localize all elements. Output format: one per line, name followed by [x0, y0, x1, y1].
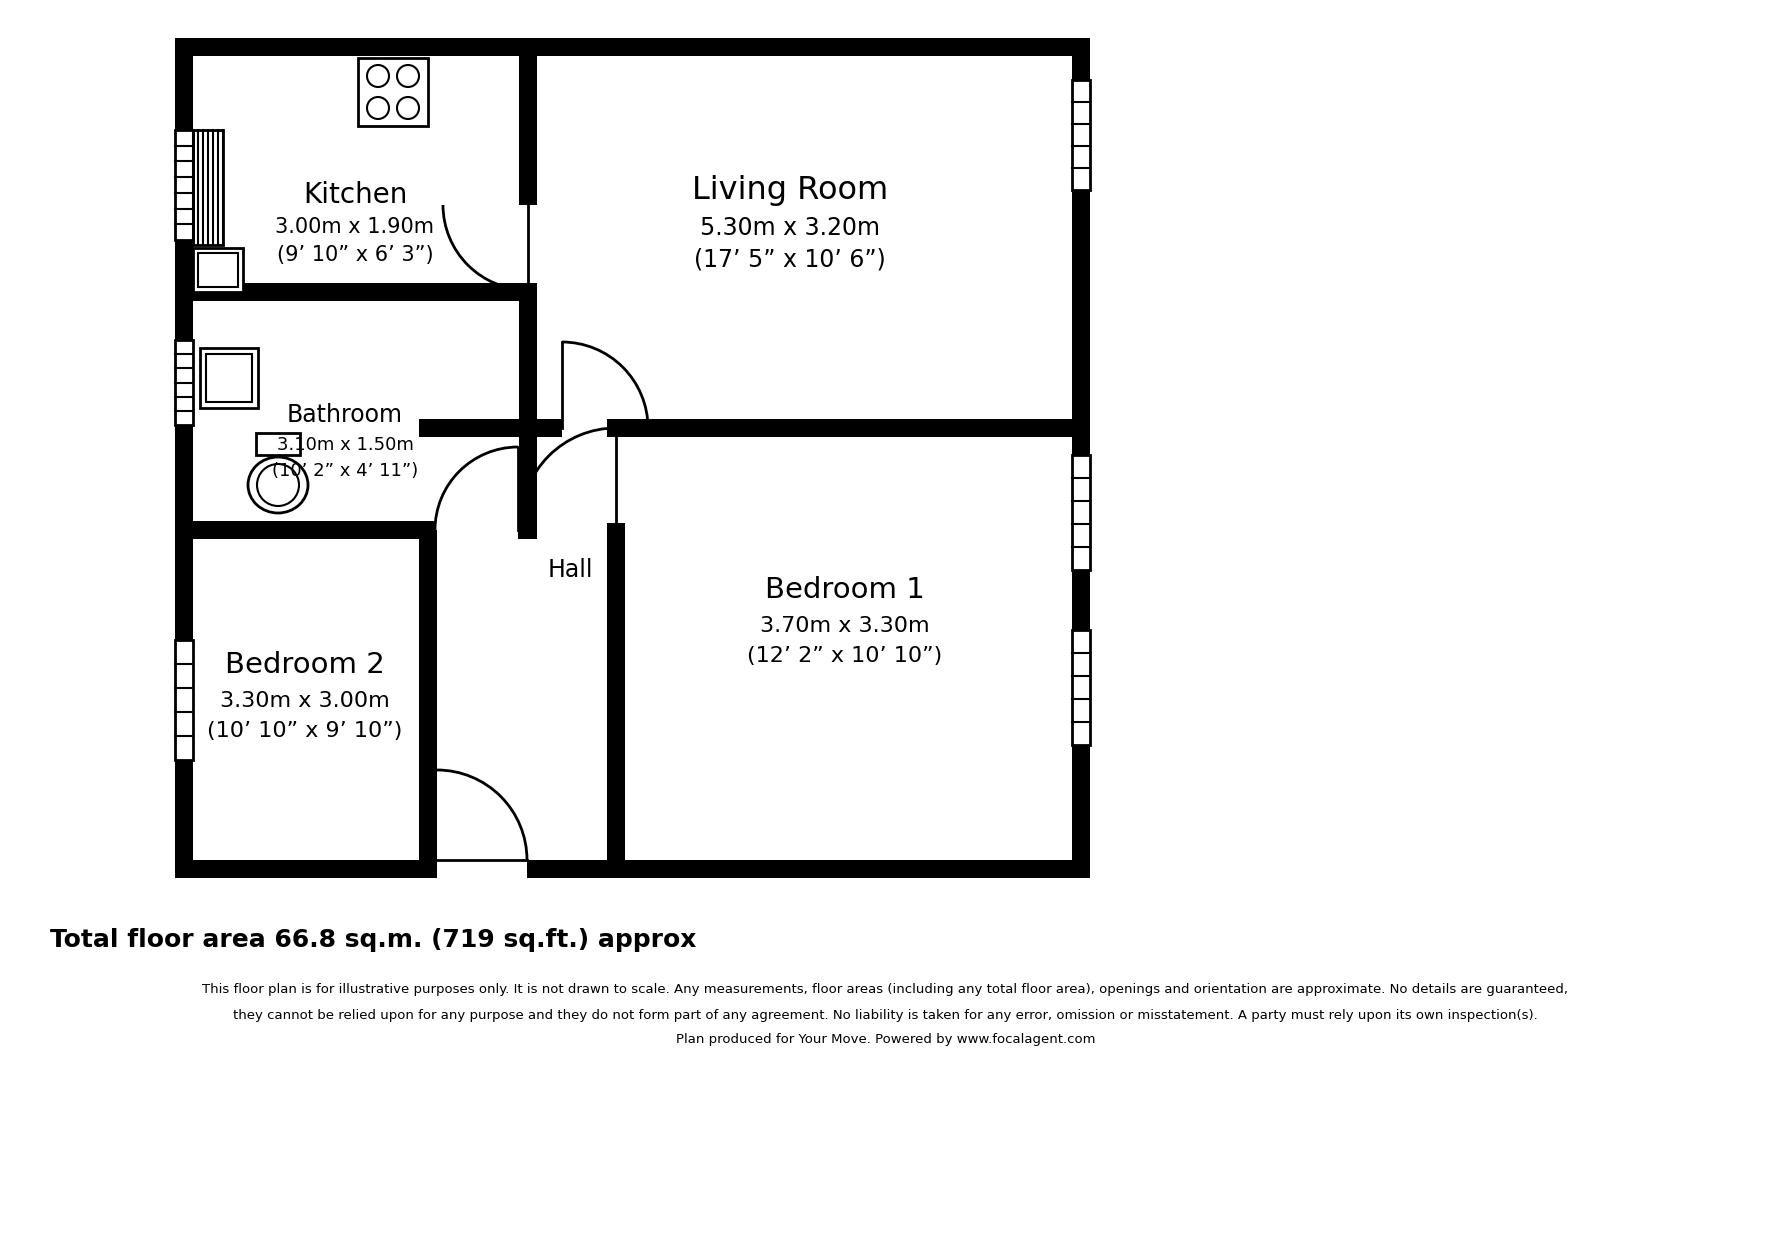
Bar — [517, 521, 537, 539]
Bar — [420, 795, 437, 878]
Circle shape — [367, 64, 390, 87]
Text: they cannot be relied upon for any purpose and they do not form part of any agre: they cannot be relied upon for any purpo… — [234, 1008, 1537, 1022]
Bar — [193, 283, 537, 301]
Bar — [420, 529, 437, 795]
Bar — [193, 521, 436, 539]
Bar — [257, 433, 299, 455]
Ellipse shape — [248, 458, 308, 513]
Text: (17’ 5” x 10’ 6”): (17’ 5” x 10’ 6”) — [694, 248, 886, 272]
Text: 5.30m x 3.20m: 5.30m x 3.20m — [700, 216, 880, 241]
Ellipse shape — [257, 464, 299, 506]
Bar — [200, 348, 259, 408]
Bar — [205, 353, 251, 402]
Bar — [175, 130, 193, 241]
Text: Bedroom 2: Bedroom 2 — [225, 651, 384, 680]
Bar — [437, 861, 528, 878]
Bar — [519, 290, 537, 428]
Bar — [175, 640, 193, 760]
Bar — [175, 130, 193, 241]
Bar — [607, 523, 625, 878]
Text: 3.00m x 1.90m: 3.00m x 1.90m — [276, 217, 434, 237]
Bar — [193, 248, 243, 291]
Bar — [1071, 630, 1089, 745]
Text: Bedroom 1: Bedroom 1 — [765, 577, 924, 604]
Bar — [193, 130, 223, 246]
Text: Plan produced for Your Move. Powered by www.focalagent.com: Plan produced for Your Move. Powered by … — [677, 1033, 1094, 1047]
Bar — [1071, 81, 1089, 190]
Text: Kitchen: Kitchen — [303, 181, 407, 210]
Bar — [358, 58, 429, 126]
Bar — [1071, 455, 1089, 570]
Text: Hall: Hall — [547, 558, 593, 582]
Text: 3.10m x 1.50m: 3.10m x 1.50m — [276, 436, 413, 454]
Bar — [648, 419, 1080, 436]
Bar — [175, 340, 193, 425]
Text: (9’ 10” x 6’ 3”): (9’ 10” x 6’ 3”) — [276, 246, 434, 265]
Bar — [420, 521, 436, 539]
Bar — [193, 56, 1071, 861]
Bar — [175, 340, 193, 425]
Circle shape — [397, 97, 420, 119]
Text: (10’ 10” x 9’ 10”): (10’ 10” x 9’ 10”) — [207, 720, 402, 742]
Text: Bathroom: Bathroom — [287, 403, 404, 427]
Bar — [519, 419, 537, 539]
Text: This floor plan is for illustrative purposes only. It is not drawn to scale. Any: This floor plan is for illustrative purp… — [202, 983, 1569, 997]
Bar — [420, 419, 537, 436]
Bar — [175, 38, 1089, 878]
Circle shape — [367, 97, 390, 119]
Text: Living Room: Living Room — [692, 175, 887, 206]
Text: Total floor area 66.8 sq.m. (719 sq.ft.) approx: Total floor area 66.8 sq.m. (719 sq.ft.)… — [50, 928, 696, 952]
Text: (12’ 2” x 10’ 10”): (12’ 2” x 10’ 10”) — [747, 646, 942, 666]
Bar — [175, 640, 193, 760]
Bar — [198, 253, 237, 286]
Bar — [1071, 630, 1089, 745]
Text: 3.30m x 3.00m: 3.30m x 3.00m — [220, 691, 390, 711]
Bar — [519, 56, 537, 205]
Bar — [607, 419, 1080, 436]
Text: (10’ 2” x 4’ 11”): (10’ 2” x 4’ 11”) — [273, 463, 418, 480]
Text: 3.70m x 3.30m: 3.70m x 3.30m — [760, 616, 930, 636]
Bar — [519, 419, 561, 436]
Circle shape — [397, 64, 420, 87]
Bar — [1071, 81, 1089, 190]
Bar — [1071, 455, 1089, 570]
